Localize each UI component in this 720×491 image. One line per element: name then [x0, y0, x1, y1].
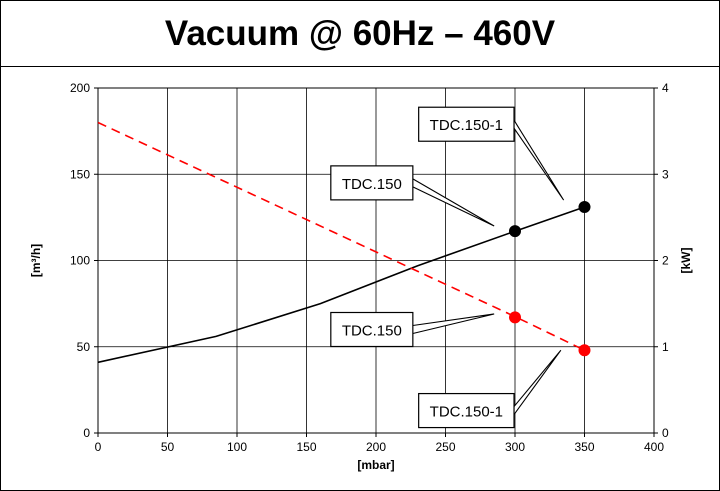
x-tick-label: 0: [95, 440, 102, 454]
callout-label: TDC.150: [342, 323, 402, 340]
x-tick-label: 50: [161, 440, 175, 454]
data-point-marker: [509, 311, 521, 324]
callout-leader: [412, 178, 495, 227]
callout-box: [330, 311, 414, 348]
y-axis-left-label: [m³/h]: [29, 244, 43, 277]
axes: 0 50 100 150 200 250 300 350 4000501001502000123…: [70, 81, 669, 454]
callouts-layer: TDC.150-1 TDC.150 TDC.150 TDC.150-1: [330, 106, 565, 429]
chart-title: Vacuum @ 60Hz – 460V: [164, 13, 556, 53]
callout: TDC.150-1: [418, 106, 565, 201]
x-tick-label: 100: [227, 440, 247, 454]
title-bar: Vacuum @ 60Hz – 460V: [1, 1, 719, 67]
y-right-tick-label: 4: [662, 81, 669, 95]
grid: [97, 87, 655, 434]
callout-box: [418, 392, 515, 429]
data-point-marker: [578, 344, 591, 357]
x-tick-label: 150: [296, 440, 316, 454]
y-left-tick-label: 200: [70, 81, 90, 95]
x-tick-label: 200: [366, 440, 386, 454]
callout-box: [418, 106, 515, 142]
y-right-tick-label: 0: [662, 426, 669, 440]
callout: TDC.150-1: [418, 349, 562, 429]
data-point-marker: [578, 201, 591, 214]
callout-leader: [513, 349, 562, 415]
callout-label: TDC.150-1: [430, 117, 503, 134]
y-right-tick-label: 1: [662, 340, 669, 354]
x-axis-label: [mbar]: [357, 458, 394, 472]
callout-box: [330, 165, 414, 201]
y-left-tick-label: 150: [70, 167, 90, 181]
callout-label: TDC.150: [342, 176, 402, 193]
y-right-tick-label: 3: [662, 167, 669, 181]
x-tick-label: 300: [505, 440, 525, 454]
callout: TDC.150: [330, 311, 495, 348]
y-left-tick-label: 50: [77, 340, 91, 354]
y-left-tick-label: 0: [83, 426, 90, 440]
y-axis-right-label: [kW]: [679, 248, 693, 274]
x-tick-label: 400: [644, 440, 664, 454]
callout-leader: [412, 313, 495, 335]
callout-leader: [513, 119, 565, 201]
x-tick-label: 350: [574, 440, 594, 454]
y-right-tick-label: 2: [662, 254, 669, 268]
x-tick-label: 250: [435, 440, 455, 454]
series-layer: [97, 121, 591, 364]
y-left-tick-label: 100: [70, 254, 90, 268]
series-line-1: [97, 121, 585, 351]
callout-label: TDC.150-1: [430, 404, 503, 421]
callout: TDC.150: [330, 165, 495, 227]
series-line-0: [97, 206, 585, 364]
data-point-marker: [509, 225, 521, 238]
